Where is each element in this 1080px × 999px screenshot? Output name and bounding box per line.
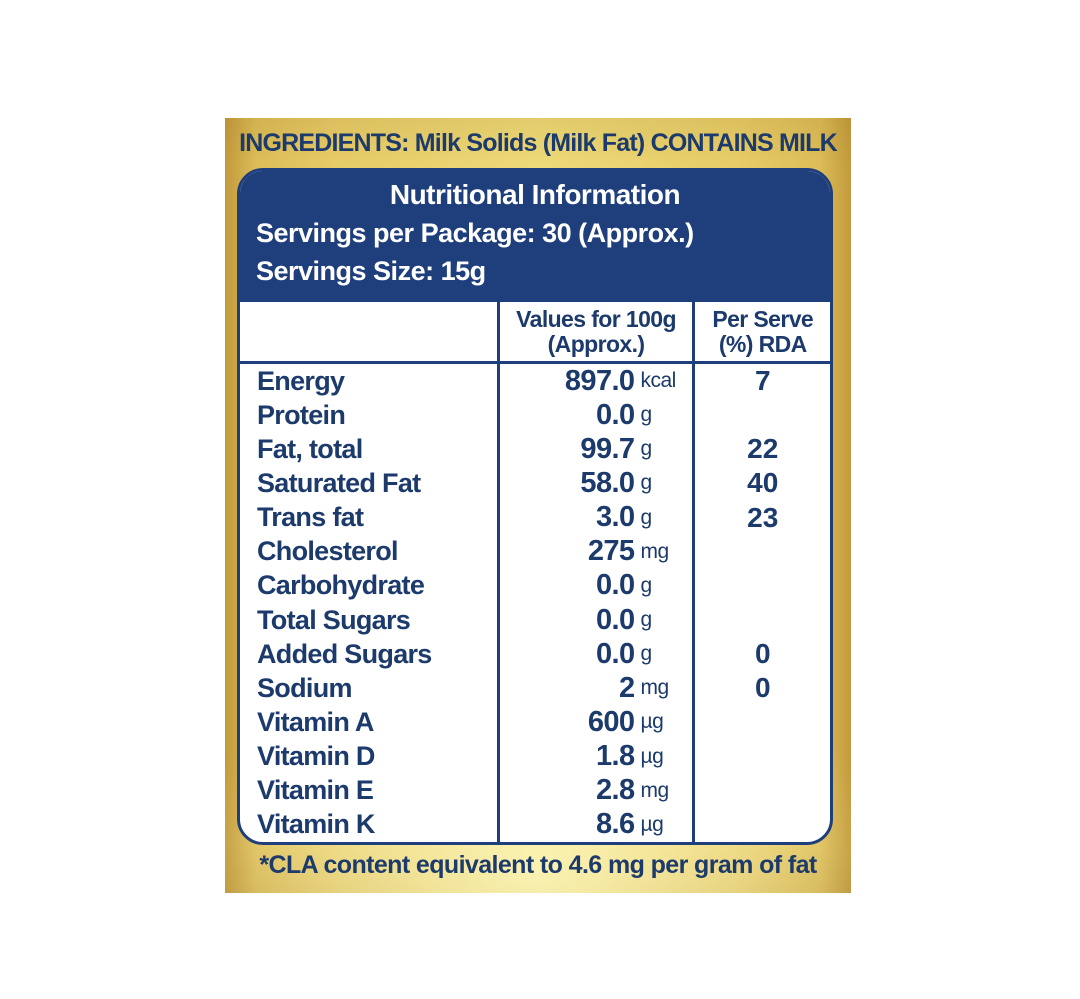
nutrient-label: Fat, total: [240, 432, 500, 467]
nutrient-value-cell: 0.0 g: [500, 602, 696, 638]
nutrient-unit: mg: [640, 539, 669, 563]
per-serve-value: 7: [754, 365, 771, 397]
nutrient-label: Added Sugars: [240, 637, 500, 672]
column-header-values: Values for 100g (Approx.): [500, 302, 696, 361]
nutrient-label: Vitamin D: [240, 739, 500, 774]
values-header-line1: Values for 100g: [516, 305, 676, 332]
nutrient-value-cell: 99.7 g: [500, 432, 696, 467]
nutrient-unit: µg: [640, 744, 664, 768]
per-serve-value: 23: [747, 501, 779, 533]
nutrient-value: 0.0: [595, 603, 635, 636]
nutrient-label: Vitamin E: [240, 773, 500, 808]
nutrient-unit: g: [640, 608, 652, 632]
nutrient-value: 0.0: [595, 398, 635, 431]
nutrient-unit: µg: [640, 710, 664, 734]
values-header-line2: (Approx.): [547, 330, 645, 357]
per-serve-value: [695, 774, 830, 808]
table-column-headers: Values for 100g (Approx.) Per Serve (%) …: [240, 302, 830, 364]
nutrient-label: Cholesterol: [240, 534, 500, 569]
nutrient-value: 2: [618, 671, 635, 704]
nutrient-value-cell: 58.0 g: [500, 466, 696, 501]
nutrient-value: 600: [587, 705, 635, 738]
nutrient-value-cell: 897.0 kcal: [500, 364, 696, 399]
nutrition-title: Nutritional Information: [389, 179, 681, 210]
nutrient-value-cell: 0.0 g: [500, 637, 696, 672]
nutrient-unit: g: [640, 471, 652, 495]
nutrition-table-body: Energy 897.0 kcal 7 Protein 0.0 g Fat, t…: [240, 364, 830, 842]
nutrient-label: Vitamin K: [240, 807, 500, 842]
nutrient-unit: kcal: [640, 369, 676, 393]
per-serve-value: [695, 398, 830, 432]
nutrient-value-cell: 0.0 g: [500, 398, 696, 433]
per-serve-value: [695, 569, 830, 603]
nutrient-value-cell: 8.6 µg: [500, 807, 696, 842]
nutrient-unit: g: [640, 437, 652, 461]
nutrient-value: 58.0: [580, 466, 635, 499]
column-header-per-serve: Per Serve (%) RDA: [695, 302, 830, 361]
nutrient-label: Carbohydrate: [240, 568, 500, 603]
nutrient-value-cell: 2.8 mg: [500, 773, 696, 808]
per-serve-value: [695, 603, 830, 637]
cla-footnote: *CLA content equivalent to 4.6 mg per gr…: [259, 850, 817, 879]
nutrient-unit: µg: [640, 812, 664, 836]
nutrient-value: 99.7: [580, 432, 635, 465]
nutrient-label: Vitamin A: [240, 705, 500, 740]
nutrient-value: 897.0: [564, 364, 635, 397]
nutrient-label: Energy: [240, 364, 500, 399]
per-serve-value: [695, 705, 830, 739]
nutrient-unit: g: [640, 573, 652, 597]
servings-per-package: Servings per Package: 30 (Approx.): [256, 218, 694, 248]
per-serve-value: 0: [754, 672, 771, 704]
nutrient-value: 2.8: [595, 774, 635, 807]
gold-label-panel: INGREDIENTS: Milk Solids (Milk Fat) CONT…: [225, 118, 851, 893]
nutrient-unit: mg: [640, 778, 669, 802]
nutrient-label: Protein: [240, 398, 500, 433]
nutrient-unit: g: [640, 403, 652, 427]
nutrient-value: 3.0: [595, 501, 635, 534]
per-serve-value: 40: [747, 467, 779, 499]
per-serve-value: [695, 808, 830, 842]
nutrient-unit: mg: [640, 676, 669, 700]
nutrient-unit: g: [640, 505, 652, 529]
nutrient-label: Sodium: [240, 671, 500, 706]
per-serve-value: [695, 535, 830, 569]
nutrient-value: 8.6: [595, 808, 635, 841]
nutrition-header: Nutritional Information Servings per Pac…: [240, 171, 830, 302]
nutrient-label: Trans fat: [240, 500, 500, 535]
per-serve-header-line1: Per Serve: [712, 305, 814, 332]
serving-size: Servings Size: 15g: [256, 256, 486, 286]
nutrient-value-cell: 1.8 µg: [500, 739, 696, 774]
nutrient-value-cell: 3.0 g: [500, 500, 696, 535]
nutrient-label: Total Sugars: [240, 602, 500, 638]
per-serve-value: [695, 740, 830, 774]
nutrient-value-cell: 275 mg: [500, 534, 696, 569]
column-header-nutrient: [240, 302, 500, 361]
per-serve-header-line2: (%) RDA: [718, 330, 807, 357]
nutrient-value-cell: 2 mg: [500, 671, 696, 706]
nutrition-facts-card: Nutritional Information Servings per Pac…: [237, 168, 833, 845]
ingredients-line: INGREDIENTS: Milk Solids (Milk Fat) CONT…: [239, 128, 838, 157]
nutrient-label: Saturated Fat: [240, 466, 500, 501]
nutrient-value-cell: 600 µg: [500, 705, 696, 740]
per-serve-value: 0: [754, 638, 771, 670]
nutrient-unit: g: [640, 642, 652, 666]
nutrient-value: 1.8: [595, 740, 635, 773]
nutrient-value: 275: [587, 535, 635, 568]
nutrient-value-cell: 0.0 g: [500, 568, 696, 603]
nutrient-value: 0.0: [595, 569, 635, 602]
per-serve-value: 22: [747, 433, 779, 465]
nutrient-value: 0.0: [595, 637, 635, 670]
